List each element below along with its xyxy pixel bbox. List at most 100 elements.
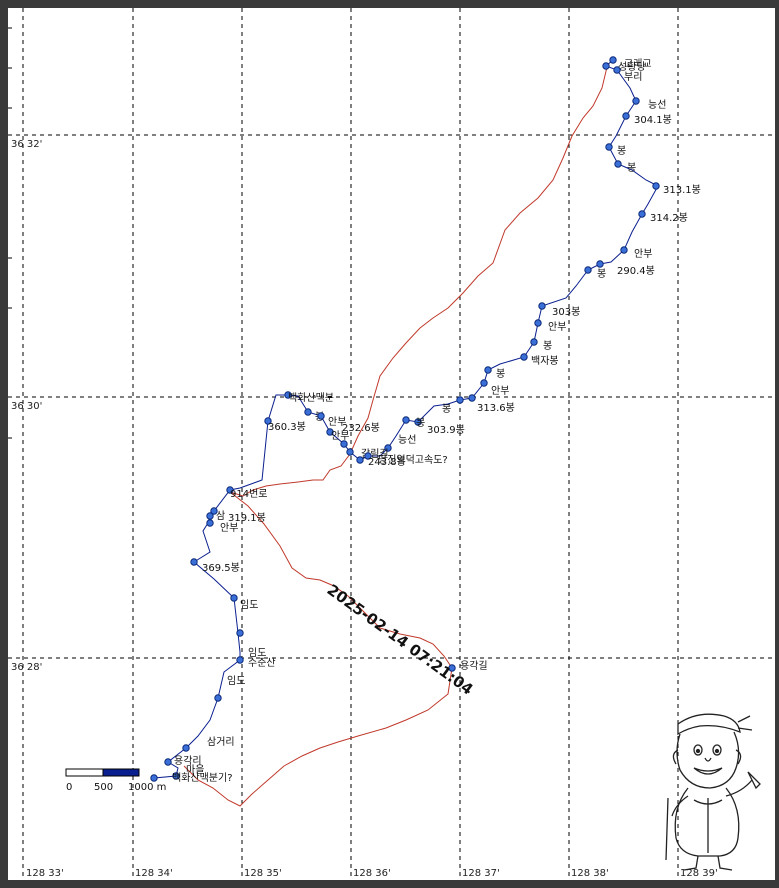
map-canvas[interactable]: 36 32' 36 30' 36 28' 128 33' 128 34' 128… [8, 8, 775, 880]
waypoint-label: 임도 [248, 646, 266, 659]
waypoint-label: 안부 [548, 321, 566, 333]
waypoint-label: 319.1봉 [228, 512, 266, 524]
waypoint-marker[interactable] [480, 379, 488, 387]
waypoint-marker[interactable] [206, 519, 214, 527]
waypoint-marker[interactable] [468, 394, 476, 402]
waypoint-label: 봉 [597, 268, 606, 280]
waypoint-marker[interactable] [538, 302, 546, 310]
waypoint-label: 290.4봉 [617, 265, 655, 277]
waypoint-marker[interactable] [613, 66, 621, 74]
waypoint-marker[interactable] [210, 507, 218, 515]
waypoint-label: 봉 [627, 162, 636, 174]
waypoint-marker[interactable] [638, 210, 646, 218]
waypoint-label: 안부 [634, 248, 652, 260]
lon-label: 128 33' [26, 868, 64, 879]
lon-label: 128 36' [353, 868, 391, 879]
waypoint-marker[interactable] [534, 319, 542, 327]
waypoint-marker[interactable] [150, 774, 158, 782]
waypoint-marker[interactable] [402, 416, 410, 424]
waypoint-marker[interactable] [605, 143, 613, 151]
waypoint-marker[interactable] [236, 629, 244, 637]
waypoint-marker[interactable] [632, 97, 640, 105]
waypoint-label: 봉 [442, 403, 451, 415]
waypoint-marker[interactable] [520, 353, 528, 361]
waypoint-marker[interactable] [264, 417, 272, 425]
waypoint-marker[interactable] [620, 246, 628, 254]
waypoint-marker[interactable] [317, 412, 325, 420]
waypoint-marker[interactable] [190, 558, 198, 566]
map-svg: 36 32' 36 30' 36 28' 128 33' 128 34' 128… [8, 8, 775, 880]
waypoint-marker[interactable] [172, 772, 180, 780]
waypoint-label: 369.5봉 [202, 562, 240, 574]
waypoint-label: 용각리 [174, 755, 202, 767]
waypoint-marker[interactable] [456, 396, 464, 404]
waypoint-label: 243.8봉 [368, 456, 406, 468]
waypoint-label: 안부 [328, 416, 346, 428]
waypoint-marker[interactable] [304, 408, 312, 416]
waypoint-label: 당진영덕고속도? [378, 454, 448, 466]
waypoint-marker[interactable] [230, 594, 238, 602]
waypoint-label: 314.2봉 [650, 212, 688, 224]
waypoint-label: 232.6봉 [342, 422, 380, 434]
waypoint-label: 백화산맥분기? [172, 772, 233, 784]
waypoint-marker[interactable] [226, 486, 234, 494]
waypoint-marker[interactable] [652, 182, 660, 190]
waypoint-label: 봉 [543, 340, 552, 352]
waypoint-marker[interactable] [326, 428, 334, 436]
waypoint-label: 안부 [220, 522, 238, 534]
waypoint-label: 안부 [331, 430, 349, 442]
waypoint-marker[interactable] [284, 391, 292, 399]
waypoint-label: 303봉 [552, 306, 580, 318]
waypoint-marker[interactable] [206, 512, 214, 520]
waypoint-label: 부리 [624, 71, 642, 83]
waypoint-marker[interactable] [622, 112, 630, 120]
waypoint-marker[interactable] [214, 694, 222, 702]
waypoint-label: 백화산맥분 [288, 392, 334, 404]
waypoint-marker[interactable] [584, 266, 592, 274]
waypoint-label: 백자봉 [531, 355, 559, 367]
waypoint-label: 삼 [216, 510, 225, 522]
waypoint-marker[interactable] [346, 448, 354, 456]
waypoint-marker[interactable] [484, 366, 492, 374]
lon-label: 128 34' [135, 868, 173, 879]
waypoint-marker[interactable] [364, 452, 372, 460]
waypoint-marker[interactable] [602, 62, 610, 70]
graticule [8, 8, 775, 880]
waypoint-marker[interactable] [384, 444, 392, 452]
waypoint-marker[interactable] [530, 338, 538, 346]
waypoint-marker[interactable] [356, 456, 364, 464]
waypoint-label: 313.6봉 [477, 402, 515, 414]
lon-label: 128 37' [462, 868, 500, 879]
waypoint-marker[interactable] [340, 440, 348, 448]
waypoint-label: 313.1봉 [663, 184, 701, 196]
waypoint-label: 임도 [227, 674, 245, 687]
scale-label-1000: 1000 m [128, 782, 166, 793]
waypoint-label: 수준산 [248, 657, 276, 669]
waypoint-label: 914번로 [230, 488, 268, 500]
waypoint-label: 마을 [186, 764, 204, 776]
waypoint-label: 봉 [416, 417, 425, 429]
waypoint-label: 용각길 [460, 659, 488, 672]
waypoint-marker[interactable] [414, 418, 422, 426]
planned-route [153, 59, 659, 779]
lon-label: 128 39' [680, 868, 718, 879]
lon-label: 128 38' [571, 868, 609, 879]
waypoint-label: 안부 [491, 385, 509, 397]
waypoint-marker[interactable] [448, 664, 456, 672]
hiker-mascot-illustration [665, 713, 761, 871]
scale-label-500: 500 [94, 782, 113, 793]
waypoint-layer: 고래교성황당부리능선304.1봉봉봉313.1봉314.2봉안부290.4봉봉3… [150, 56, 701, 784]
waypoint-marker[interactable] [164, 758, 172, 766]
waypoint-label: 삼거리 [207, 736, 235, 748]
waypoint-label: 능선 [648, 99, 666, 111]
waypoint-label: 304.1봉 [634, 114, 672, 126]
waypoint-marker[interactable] [596, 260, 604, 268]
waypoint-label: 360.3봉 [268, 421, 306, 433]
waypoint-label: 303.9봉 [427, 424, 465, 436]
waypoint-marker[interactable] [609, 56, 617, 64]
waypoint-marker[interactable] [182, 744, 190, 752]
waypoint-marker[interactable] [614, 160, 622, 168]
waypoint-label: 봉 [617, 145, 626, 157]
waypoint-marker[interactable] [236, 656, 244, 664]
waypoint-label: 임도 [240, 598, 258, 611]
